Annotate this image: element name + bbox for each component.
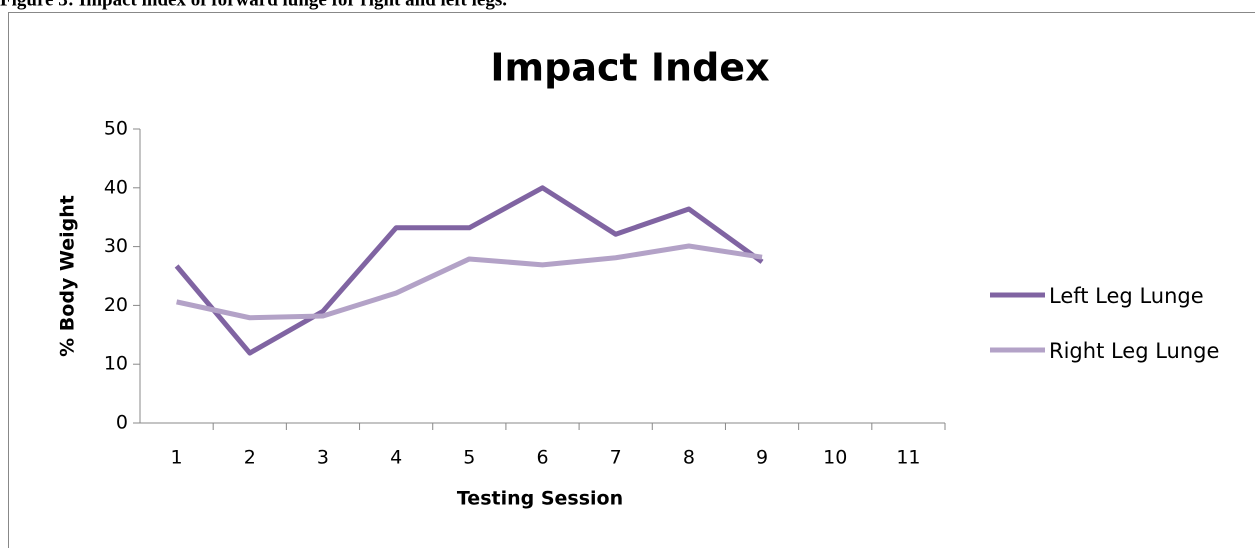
x-tick-label: 10 — [823, 447, 847, 469]
legend-label: Left Leg Lunge — [1049, 284, 1204, 308]
x-tick-label: 4 — [390, 447, 402, 469]
chart-title: Impact Index — [490, 46, 769, 90]
y-tick-label: 40 — [104, 176, 128, 198]
x-tick-label: 1 — [171, 447, 183, 469]
series-line — [176, 243, 763, 321]
x-tick-label: 5 — [463, 447, 475, 469]
x-tick-label: 3 — [317, 447, 329, 469]
legend-label: Right Leg Lunge — [1049, 339, 1219, 363]
y-tick-label: 30 — [104, 235, 128, 257]
y-tick-label: 10 — [104, 353, 128, 375]
x-tick-label: 2 — [244, 447, 256, 469]
y-tick-label: 50 — [104, 118, 128, 140]
y-tick-label: 0 — [116, 412, 128, 434]
x-tick-label: 9 — [756, 447, 768, 469]
chart-frame — [8, 12, 1255, 548]
x-tick-label: 6 — [536, 447, 548, 469]
series-line — [174, 185, 764, 356]
x-tick-label: 7 — [610, 447, 622, 469]
x-tick-label: 8 — [683, 447, 695, 469]
y-axis-label: % Body Weight — [57, 195, 79, 357]
x-axis-label: Testing Session — [457, 488, 623, 510]
figure-caption: Figure 3: Impact index of forward lunge … — [0, 0, 507, 10]
x-tick-label: 11 — [896, 447, 920, 469]
y-tick-label: 20 — [104, 294, 128, 316]
